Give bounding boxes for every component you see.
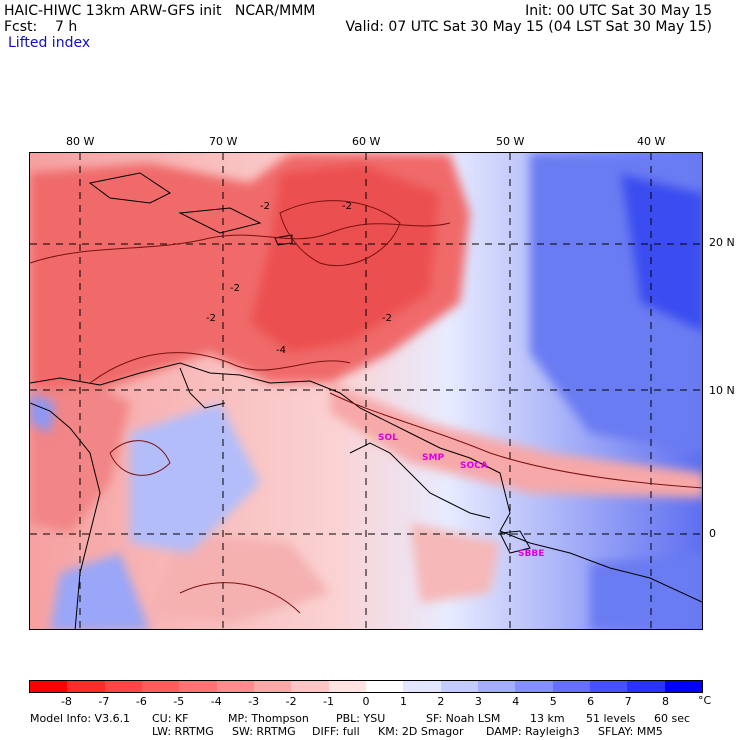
- colorbar-swatch: [403, 681, 441, 692]
- colorbar: [29, 680, 703, 693]
- station-label: SBBE: [518, 549, 545, 559]
- colorbar-swatch: [67, 681, 105, 692]
- contour-label: -2: [230, 283, 240, 294]
- contour-label: -2: [206, 313, 216, 324]
- colorbar-swatch: [179, 681, 217, 692]
- colorbar-tick-label: 2: [437, 695, 445, 708]
- colorbar-tick-label: 3: [474, 695, 482, 708]
- colorbar-swatch: [30, 681, 68, 692]
- colorbar-tick-label: 6: [587, 695, 595, 708]
- colorbar-swatch: [627, 681, 665, 692]
- colorbar-tick-label: -1: [323, 695, 335, 708]
- colorbar-tick-label: -5: [173, 695, 185, 708]
- cu-scheme: CU: KF: [152, 712, 189, 725]
- colorbar-tick-label: -2: [285, 695, 297, 708]
- contour-label: -2: [382, 313, 392, 324]
- colorbar-tick-label: -7: [98, 695, 110, 708]
- colorbar-swatch: [104, 681, 142, 692]
- station-label: SOL: [378, 433, 398, 443]
- coastlines: [30, 172, 702, 629]
- lon-label-60w: 60 W: [352, 135, 381, 148]
- colorbar-tick-label: -8: [60, 695, 72, 708]
- lat-label-20n: 20 N: [709, 236, 735, 249]
- sw-scheme: SW: RRTMG: [232, 725, 296, 738]
- contour-label: -2: [342, 201, 352, 212]
- lon-label-80w: 80 W: [66, 135, 95, 148]
- pbl-scheme: PBL: YSU: [336, 712, 386, 725]
- lon-label-50w: 50 W: [496, 135, 525, 148]
- colorbar-tick-label: 7: [624, 695, 632, 708]
- diff-scheme: DIFF: full: [312, 725, 360, 738]
- colorbar-swatch: [216, 681, 254, 692]
- colorbar-swatch: [365, 681, 404, 692]
- colorbar-swatch: [328, 681, 366, 692]
- stable-region: [30, 153, 702, 629]
- resolution: 13 km: [530, 712, 565, 725]
- unstable-region: [30, 153, 702, 623]
- colorbar-tick-label: 5: [549, 695, 557, 708]
- colorbar-tick-label: -4: [210, 695, 222, 708]
- forecast-hour: Fcst: 7 h: [4, 19, 78, 35]
- colorbar-tick-label: 1: [399, 695, 407, 708]
- map-canvas: -2 -2 -2 -2 -4 -2: [30, 153, 702, 629]
- colorbar-swatch: [589, 681, 628, 692]
- station-label: SMP: [422, 453, 445, 463]
- colorbar-swatch: [253, 681, 292, 692]
- km-scheme: KM: 2D Smagor: [378, 725, 464, 738]
- lon-label-70w: 70 W: [209, 135, 238, 148]
- timestep: 60 sec: [654, 712, 691, 725]
- colorbar-swatch: [552, 681, 590, 692]
- plot-title: HAIC-HIWC 13km ARW-GFS init NCAR/MMM: [4, 3, 316, 19]
- colorbar-swatch: [440, 681, 478, 692]
- lat-lon-grid: [30, 153, 702, 629]
- lon-label-40w: 40 W: [637, 135, 666, 148]
- sf-scheme: SF: Noah LSM: [426, 712, 501, 725]
- init-time: Init: 00 UTC Sat 30 May 15: [525, 3, 712, 19]
- colorbar-tick-label: 4: [512, 695, 520, 708]
- field-name: Lifted index: [8, 35, 91, 51]
- damp-scheme: DAMP: Rayleigh3: [486, 725, 580, 738]
- station-label: SOCA: [460, 461, 488, 471]
- colorbar-swatch: [141, 681, 180, 692]
- colorbar-swatch: [291, 681, 329, 692]
- model-info: Model Info: V3.6.1: [30, 712, 131, 725]
- levels: 51 levels: [586, 712, 636, 725]
- mp-scheme: MP: Thompson: [228, 712, 309, 725]
- sflay-scheme: SFLAY: MM5: [598, 725, 663, 738]
- lat-label-0: 0: [709, 527, 716, 540]
- contour-label: -2: [260, 201, 270, 212]
- colorbar-tick-label: 0: [362, 695, 370, 708]
- lifted-index-map: -2 -2 -2 -2 -4 -2 SOL SMP SOCA SBBE: [29, 152, 703, 630]
- colorbar-tick-label: -6: [135, 695, 147, 708]
- lw-scheme: LW: RRTMG: [152, 725, 214, 738]
- colorbar-swatch: [477, 681, 516, 692]
- valid-time: Valid: 07 UTC Sat 30 May 15 (04 LST Sat …: [345, 19, 712, 35]
- lat-label-10n: 10 N: [709, 384, 735, 397]
- colorbar-swatch: [515, 681, 553, 692]
- colorbar-swatch: [664, 681, 702, 692]
- colorbar-tick-label: -3: [248, 695, 260, 708]
- contour-lines: [30, 200, 702, 614]
- colorbar-unit: °C: [698, 694, 712, 707]
- colorbar-tick-label: 8: [662, 695, 670, 708]
- contour-label: -4: [276, 345, 286, 356]
